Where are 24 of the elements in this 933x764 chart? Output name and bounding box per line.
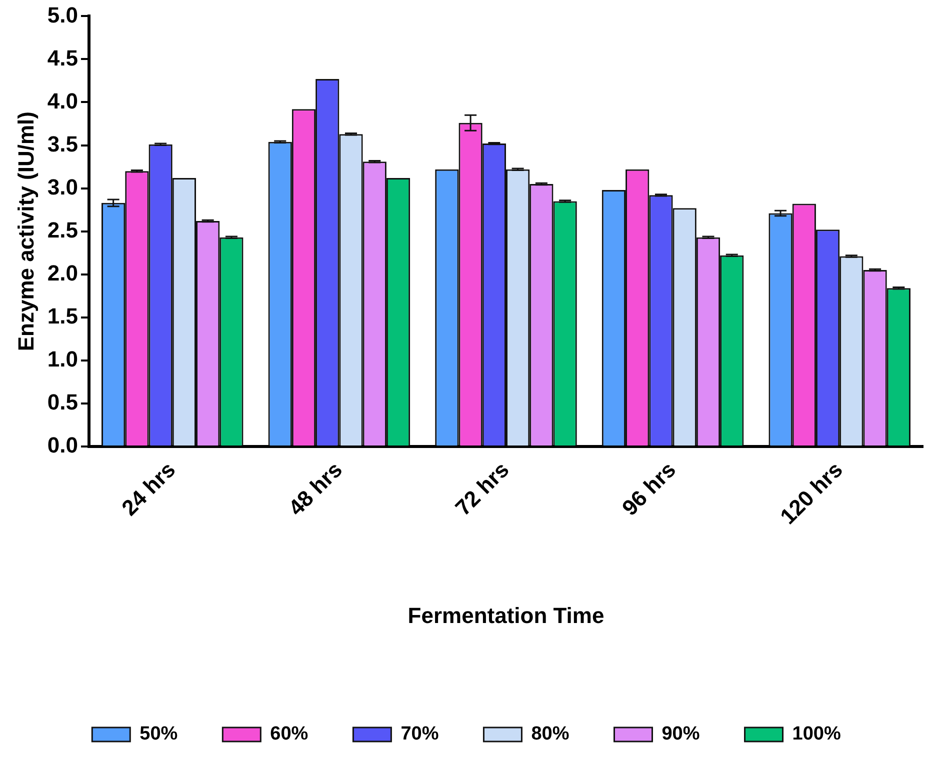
- y-tick-label: 4.5: [47, 45, 78, 70]
- legend-label: 80%: [531, 724, 570, 745]
- y-tick-label: 3.5: [47, 131, 78, 156]
- y-tick-label: 3.0: [47, 174, 78, 200]
- y-tick-label: 2.5: [47, 217, 78, 242]
- x-tick-label: 120 hrs: [775, 456, 848, 530]
- legend-label: 90%: [662, 724, 700, 745]
- y-tick-label: 1.0: [47, 346, 78, 372]
- x-tick-label: 72 hrs: [450, 456, 514, 520]
- legend-label: 50%: [140, 724, 178, 745]
- y-tick-label: 2.0: [47, 260, 78, 286]
- y-tick-label: 0.5: [47, 389, 78, 414]
- x-axis-title: Fermentation Time: [408, 602, 604, 628]
- x-tick-label: 96 hrs: [617, 456, 681, 520]
- legend-label: 60%: [270, 724, 308, 745]
- legend-label: 70%: [400, 724, 439, 745]
- x-tick-label: 24 hrs: [116, 456, 180, 520]
- legend-label: 100%: [792, 724, 841, 745]
- y-tick-label: 4.0: [47, 88, 78, 114]
- y-tick-label: 0.0: [47, 432, 78, 458]
- y-tick-label: 1.5: [47, 303, 78, 328]
- x-tick-label: 48 hrs: [283, 456, 348, 520]
- y-axis-title: Enzyme activity (IU/ml): [13, 112, 38, 352]
- y-tick-label: 5.0: [47, 2, 78, 28]
